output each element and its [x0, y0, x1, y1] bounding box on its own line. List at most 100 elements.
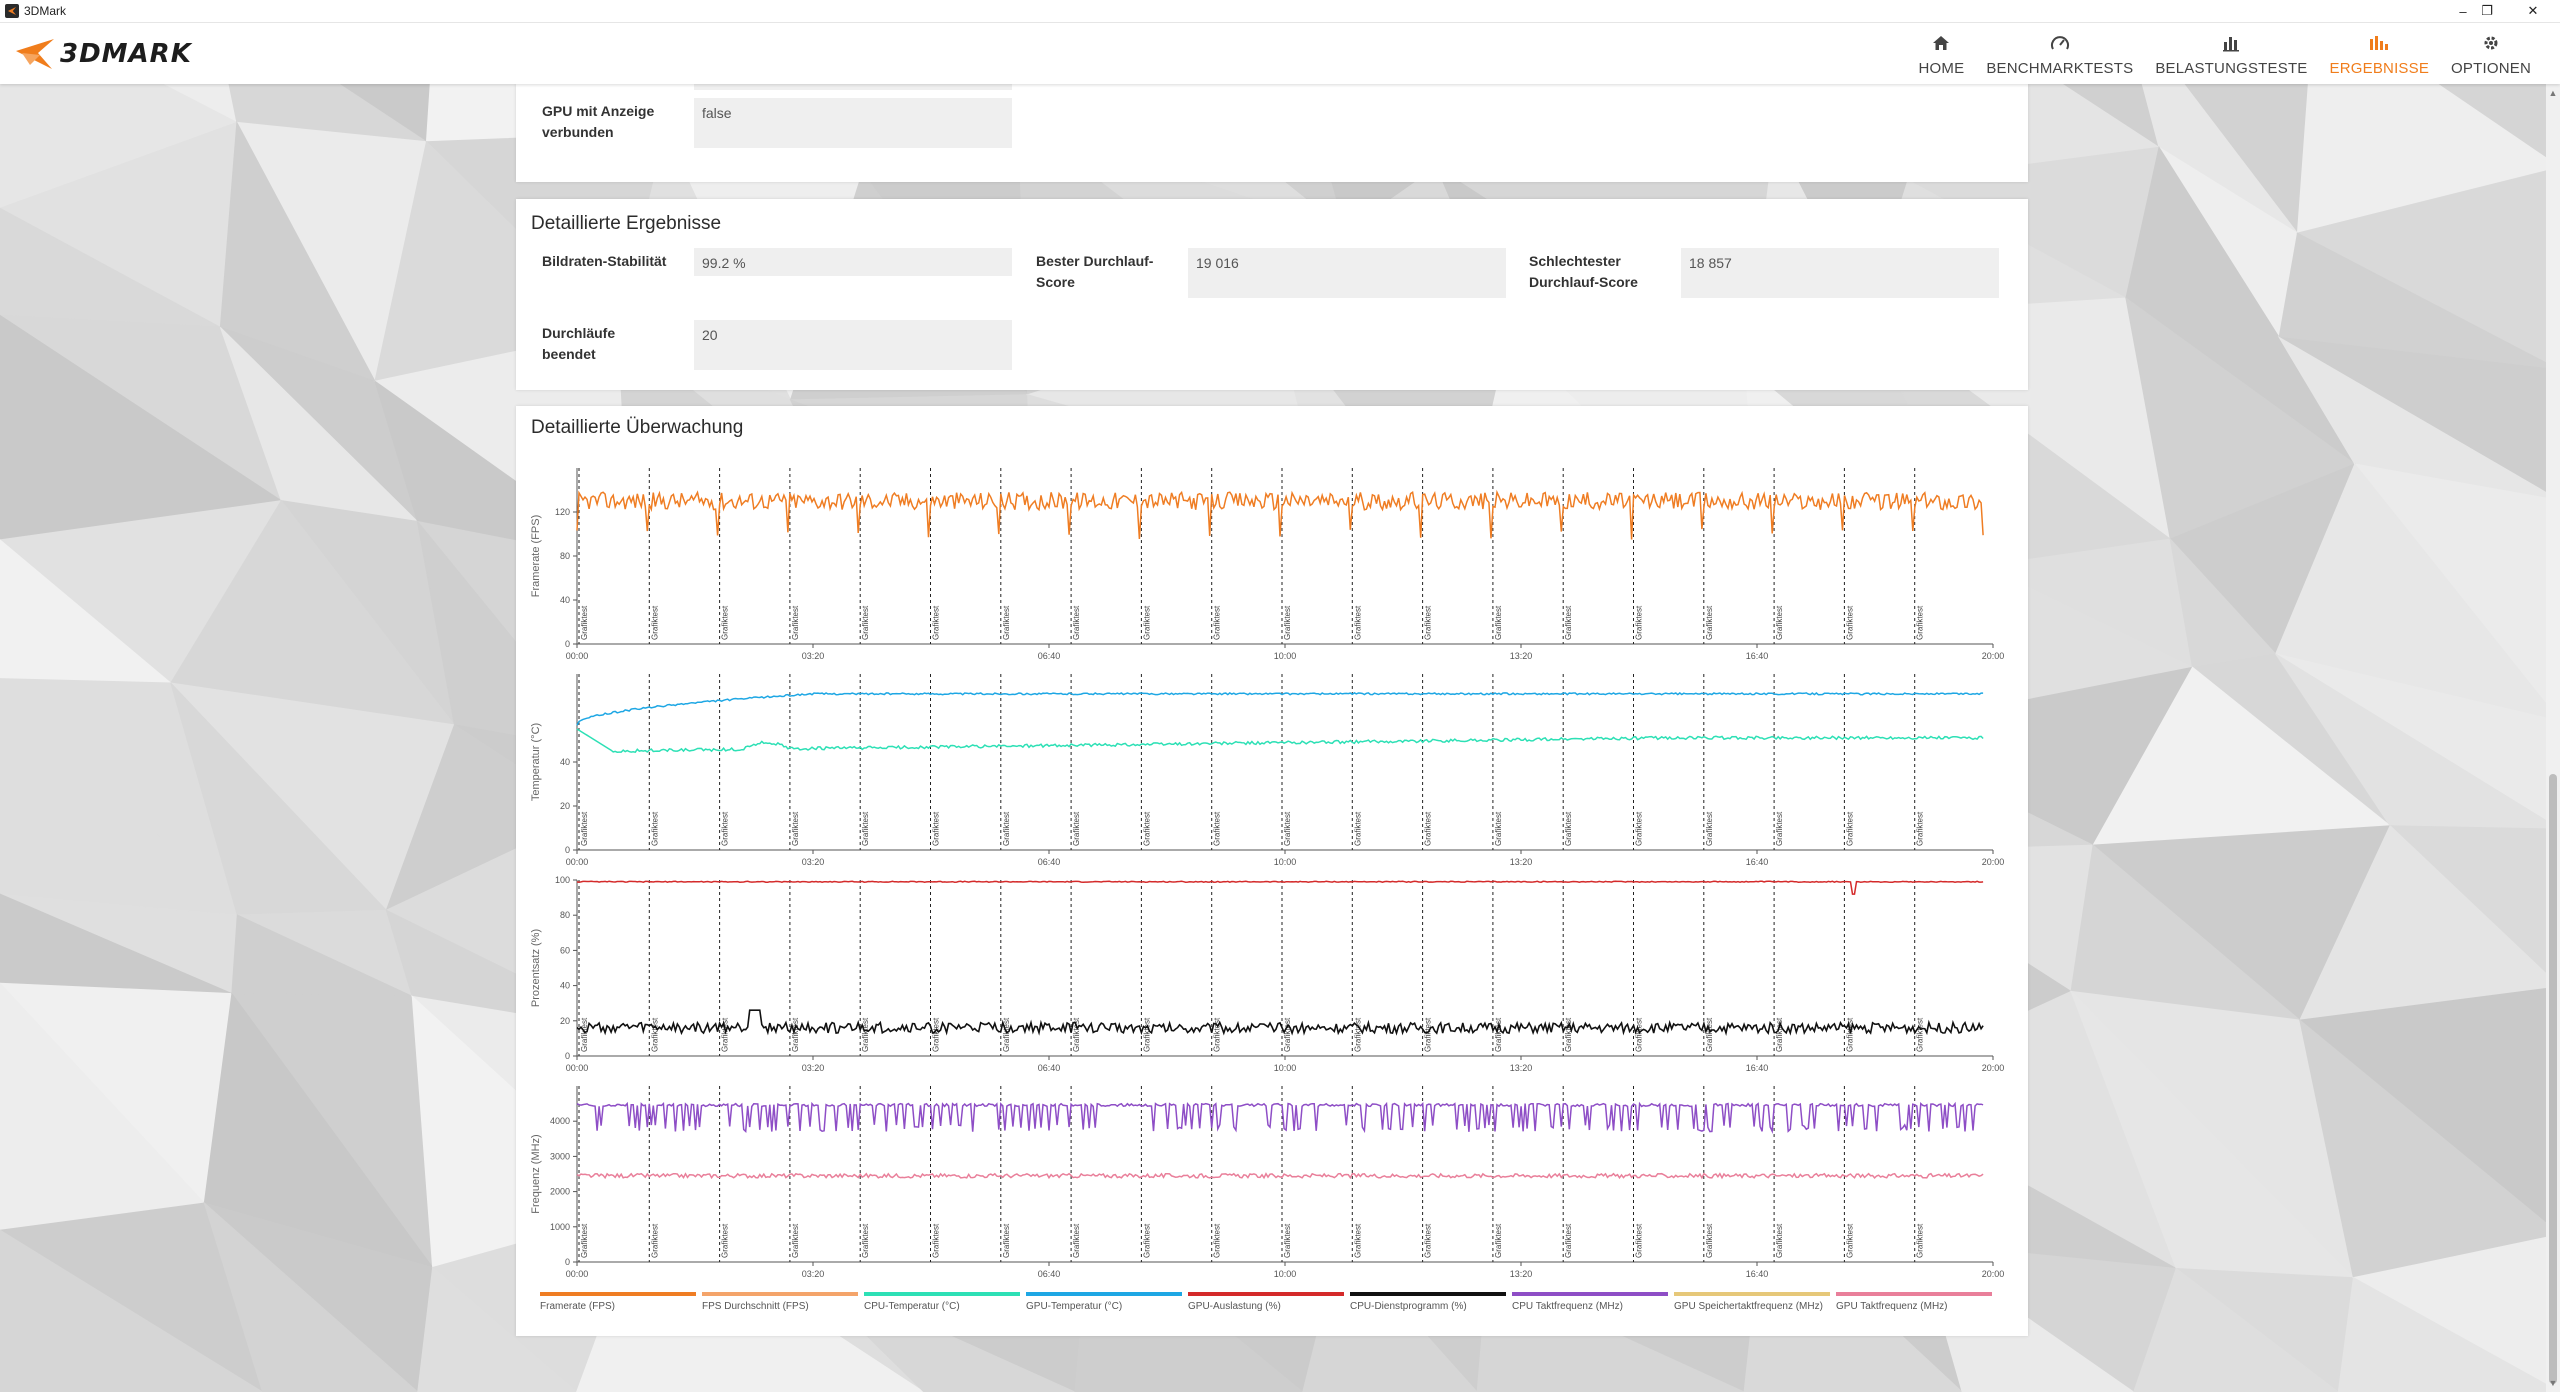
chart-3: 0 20 40 60 80 100 Prozentsatz (%) 00:00 03:20 06:… [530, 875, 2004, 1073]
legend-swatch [864, 1292, 1020, 1296]
runs-completed-label: Durchläufe beendet [542, 325, 616, 362]
run-marker-label: Grafiktest [1916, 605, 1925, 640]
run-marker-label: Grafiktest [1916, 1017, 1925, 1052]
run-marker-label: Grafiktest [1635, 1223, 1644, 1258]
system-info-panel: GPU mit Anzeige verbunden false [516, 84, 2028, 182]
legend-swatch [1026, 1292, 1182, 1296]
legend-label: FPS Durchschnitt (FPS) [702, 1301, 809, 1312]
gpu-display-label: GPU mit Anzeige verbunden [542, 103, 655, 140]
nav-ergebnisse[interactable]: ERGEBNISSE [2319, 22, 2441, 84]
gpu-display-value: false [694, 98, 1012, 148]
run-marker-label: Grafiktest [1283, 811, 1292, 846]
y-axis-label: Framerate (FPS) [530, 515, 542, 598]
legend-label: GPU-Auslastung (%) [1188, 1301, 1281, 1312]
scrollbar-thumb[interactable] [2549, 774, 2557, 1384]
run-marker-label: Grafiktest [1635, 605, 1644, 640]
page-scrollbar[interactable]: ▲ ▼ [2546, 84, 2560, 1392]
x-tick-label: 06:40 [1038, 651, 1061, 661]
x-tick-label: 20:00 [1982, 1269, 2005, 1279]
run-marker-label: Grafiktest [1705, 1223, 1714, 1258]
run-marker-label: Grafiktest [861, 811, 870, 846]
nav-home-label: HOME [1918, 60, 1965, 77]
legend-item[interactable]: CPU-Temperatur (°C) [864, 1292, 1022, 1312]
scroll-down-icon[interactable]: ▼ [2548, 1378, 2558, 1388]
y-tick-label: 60 [560, 945, 570, 955]
x-tick-label: 13:20 [1510, 1063, 1533, 1073]
x-tick-label: 00:00 [566, 1063, 589, 1073]
run-marker-label: Grafiktest [1142, 605, 1151, 640]
legend-item[interactable]: CPU-Dienstprogramm (%) [1350, 1292, 1508, 1312]
run-marker-label: Grafiktest [1705, 811, 1714, 846]
series-line [576, 728, 1984, 754]
window-titlebar: 3DMark – ❐ ✕ [0, 0, 2560, 23]
legend-label: GPU-Temperatur (°C) [1026, 1301, 1123, 1312]
frame-stability-label: Bildraten-Stabilität [542, 253, 667, 269]
run-marker-label: Grafiktest [1002, 605, 1011, 640]
run-marker-label: Grafiktest [1213, 1223, 1222, 1258]
legend-item[interactable]: GPU Speichertaktfrequenz (MHz) [1674, 1292, 1832, 1312]
run-marker-label: Grafiktest [650, 811, 659, 846]
nav-benchmarktests[interactable]: BENCHMARKTESTS [1975, 22, 2144, 84]
y-axis-label: Frequenz (MHz) [530, 1134, 542, 1213]
run-marker-label: Grafiktest [1564, 1017, 1573, 1052]
run-marker-label: Grafiktest [1072, 1017, 1081, 1052]
legend-label: GPU Taktfrequenz (MHz) [1836, 1301, 1948, 1312]
series-line [576, 1009, 1984, 1037]
bar-chart-icon [2222, 32, 2240, 54]
scroll-up-icon[interactable]: ▲ [2548, 88, 2558, 98]
minimize-button[interactable]: – [2459, 3, 2467, 19]
y-tick-label: 100 [555, 875, 570, 885]
maximize-button[interactable]: ❐ [2481, 3, 2493, 18]
legend-item[interactable]: CPU Taktfrequenz (MHz) [1512, 1292, 1670, 1312]
detailed-results-panel: Detaillierte Ergebnisse Bildraten-Stabil… [516, 199, 2028, 390]
logo-text: 3DMARK [60, 39, 192, 69]
run-marker-label: Grafiktest [932, 811, 941, 846]
run-marker-label: Grafiktest [1775, 1223, 1784, 1258]
legend-item[interactable]: GPU-Auslastung (%) [1188, 1292, 1346, 1312]
y-tick-label: 20 [560, 801, 570, 811]
frame-stability-value: 99.2 % [694, 248, 1012, 276]
y-tick-label: 20 [560, 1016, 570, 1026]
x-tick-label: 03:20 [802, 857, 825, 867]
close-button[interactable]: ✕ [2527, 3, 2539, 18]
legend-item[interactable]: GPU-Temperatur (°C) [1026, 1292, 1184, 1312]
x-tick-label: 00:00 [566, 857, 589, 867]
y-tick-label: 40 [560, 757, 570, 767]
series-line [576, 1172, 1984, 1180]
logo[interactable]: 3DMARK [16, 32, 192, 76]
legend-label: CPU Taktfrequenz (MHz) [1512, 1301, 1623, 1312]
run-marker-label: Grafiktest [650, 1017, 659, 1052]
nav-belastungsteste[interactable]: BELASTUNGSTESTE [2144, 22, 2318, 84]
nav-benchmarktests-label: BENCHMARKTESTS [1986, 60, 2134, 77]
chart-1: 0 40 80 120 Framerate (FPS) 00:00 03:20 06:40 10… [530, 468, 2004, 661]
y-tick-label: 3000 [550, 1151, 570, 1161]
nav-optionen[interactable]: OPTIONEN [2440, 22, 2542, 84]
run-marker-label: Grafiktest [1002, 1017, 1011, 1052]
run-marker-label: Grafiktest [1775, 811, 1784, 846]
run-marker-label: Grafiktest [1353, 811, 1362, 846]
app-header: 3DMARK HOME BENCHMARKTESTS BELASTUNGSTES… [0, 22, 2560, 84]
detailed-results-title: Detaillierte Ergebnisse [531, 213, 722, 234]
run-marker-label: Grafiktest [1283, 1017, 1292, 1052]
run-marker-label: Grafiktest [721, 1223, 730, 1258]
logo-mark-icon [16, 39, 54, 69]
x-tick-label: 20:00 [1982, 857, 2005, 867]
x-tick-label: 20:00 [1982, 1063, 2005, 1073]
nav-home[interactable]: HOME [1908, 22, 1976, 84]
y-tick-label: 2000 [550, 1187, 570, 1197]
run-marker-label: Grafiktest [580, 1017, 589, 1052]
y-tick-label: 80 [560, 551, 570, 561]
legend-item[interactable]: GPU Taktfrequenz (MHz) [1836, 1292, 1994, 1312]
run-marker-label: Grafiktest [1916, 811, 1925, 846]
x-tick-label: 16:40 [1746, 857, 1769, 867]
run-marker-label: Grafiktest [1564, 1223, 1573, 1258]
run-marker-label: Grafiktest [1142, 1017, 1151, 1052]
run-marker-label: Grafiktest [1002, 1223, 1011, 1258]
legend-swatch [1512, 1292, 1668, 1296]
legend-item[interactable]: FPS Durchschnitt (FPS) [702, 1292, 860, 1312]
run-marker-label: Grafiktest [1213, 811, 1222, 846]
x-tick-label: 13:20 [1510, 651, 1533, 661]
y-tick-label: 1000 [550, 1222, 570, 1232]
run-marker-label: Grafiktest [580, 1223, 589, 1258]
legend-item[interactable]: Framerate (FPS) [540, 1292, 698, 1312]
